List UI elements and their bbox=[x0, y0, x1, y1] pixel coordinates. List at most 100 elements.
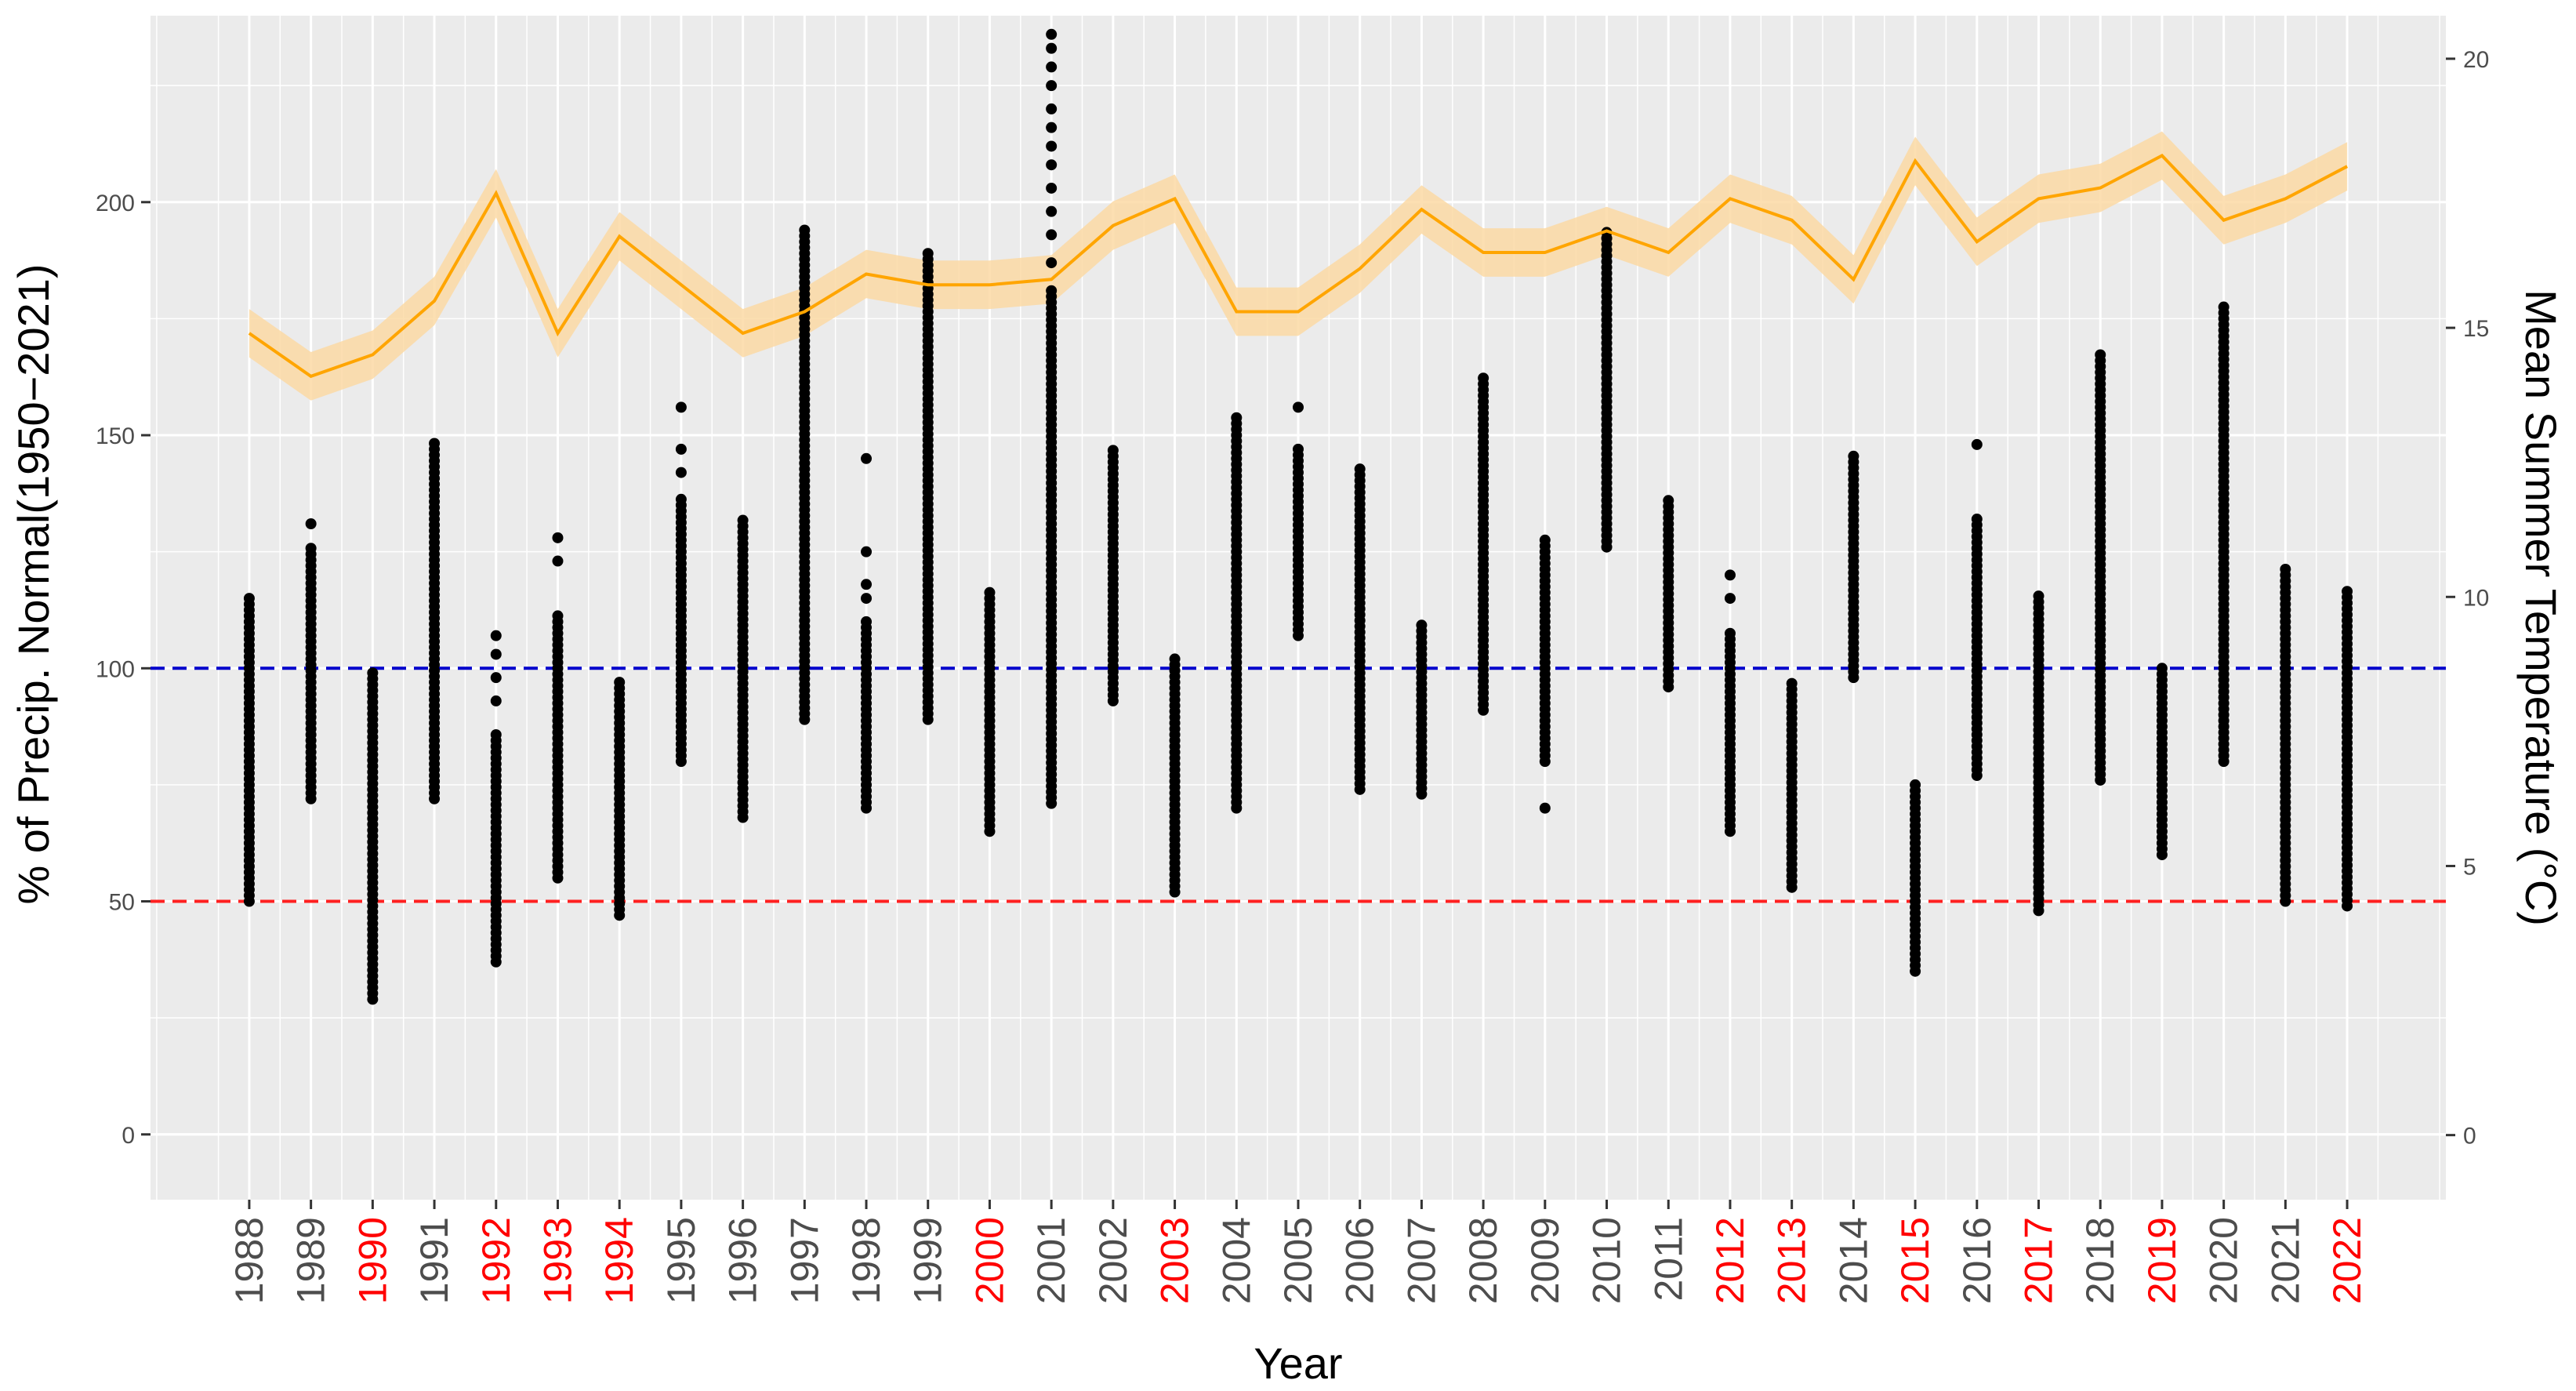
x-tick-label: 2009 bbox=[1523, 1217, 1567, 1304]
precip-point bbox=[1046, 257, 1058, 269]
x-tick-label: 1995 bbox=[659, 1217, 703, 1304]
reference-lines bbox=[151, 666, 2446, 903]
x-tick-label: 2007 bbox=[1399, 1217, 1443, 1304]
precip-point bbox=[490, 630, 502, 641]
precip-points-2012 bbox=[1724, 569, 1736, 837]
precip-point bbox=[2033, 590, 2044, 602]
y2-tick-label: 5 bbox=[2463, 854, 2476, 880]
precip-point bbox=[1724, 627, 1736, 639]
precip-point bbox=[1910, 779, 1921, 790]
precip-point bbox=[737, 514, 749, 526]
precip-point bbox=[305, 518, 317, 529]
x-tick-label: 2006 bbox=[1338, 1217, 1382, 1304]
precip-point bbox=[861, 452, 873, 464]
precip-point bbox=[552, 610, 564, 622]
precip-point bbox=[552, 532, 564, 543]
precip-points-2004 bbox=[1231, 412, 1243, 814]
x-tick-label: 1996 bbox=[721, 1217, 765, 1304]
precip-point bbox=[675, 443, 687, 455]
x-tick-label: 1997 bbox=[782, 1217, 826, 1304]
precip-point bbox=[1046, 61, 1058, 73]
x-tick-label: 1988 bbox=[227, 1217, 271, 1304]
precip-points-2015 bbox=[1910, 779, 1921, 977]
precip-point bbox=[1169, 653, 1181, 665]
precip-point bbox=[1046, 28, 1058, 40]
precip-points-1996 bbox=[737, 514, 749, 823]
precip-points-1993 bbox=[552, 532, 564, 884]
precip-points-1998 bbox=[861, 452, 873, 814]
precip-point bbox=[1046, 103, 1058, 114]
x-tick-label: 2014 bbox=[1831, 1217, 1875, 1304]
precip-point bbox=[799, 224, 811, 236]
x-tick-label: 2021 bbox=[2263, 1217, 2307, 1304]
y-tick-label: 100 bbox=[96, 656, 135, 682]
precip-point bbox=[490, 648, 502, 660]
x-tick-label-drought: 2013 bbox=[1770, 1217, 1814, 1304]
precip-point bbox=[1046, 229, 1058, 241]
precip-point bbox=[675, 493, 687, 505]
temperature-band-group bbox=[249, 131, 2348, 401]
precip-points-2018 bbox=[2095, 349, 2106, 786]
precip-point bbox=[2156, 663, 2168, 674]
precip-points-2022 bbox=[2342, 586, 2353, 912]
precip-point bbox=[490, 728, 502, 740]
precip-point bbox=[1046, 140, 1058, 152]
precip-point bbox=[861, 579, 873, 590]
x-tick-label: 2010 bbox=[1585, 1217, 1629, 1304]
precip-point bbox=[1046, 80, 1058, 92]
precip-points-1999 bbox=[922, 248, 934, 725]
x-axis: 1988 1989 1990 1991 1992 1993 1994 1995 1996 1997… bbox=[227, 1200, 2369, 1304]
precip-points-2001 bbox=[1046, 28, 1058, 809]
x-tick-label: 1998 bbox=[844, 1217, 888, 1304]
precip-point bbox=[1107, 445, 1119, 456]
temperature-line-group bbox=[248, 154, 2349, 379]
precip-points-1989 bbox=[305, 518, 317, 804]
precip-points-2008 bbox=[1478, 372, 1489, 716]
x-tick-label-drought: 2017 bbox=[2017, 1217, 2061, 1304]
precip-points-2002 bbox=[1107, 445, 1119, 706]
precip-points-1990 bbox=[367, 667, 379, 1005]
precip-points-2014 bbox=[1848, 450, 1859, 684]
precipitation-points bbox=[243, 28, 2353, 1005]
temperature-line bbox=[248, 154, 2349, 379]
precip-point bbox=[614, 677, 626, 688]
precip-point bbox=[429, 438, 441, 449]
precip-point bbox=[1663, 495, 1674, 507]
precip-points-2005 bbox=[1293, 401, 1304, 641]
y2-tick-label: 0 bbox=[2463, 1124, 2476, 1149]
precip-points-1992 bbox=[490, 630, 502, 968]
precip-points-1994 bbox=[614, 677, 626, 921]
x-tick-label: 2011 bbox=[1646, 1217, 1690, 1302]
precip-points-2010 bbox=[1601, 227, 1613, 553]
precip-point bbox=[243, 593, 255, 605]
precip-point bbox=[861, 546, 873, 557]
precip-point bbox=[1539, 802, 1551, 814]
x-tick-label: 2004 bbox=[1214, 1217, 1258, 1304]
precip-point bbox=[490, 695, 502, 706]
y-tick-label: 150 bbox=[96, 423, 135, 449]
x-tick-label-drought: 1992 bbox=[474, 1217, 518, 1304]
precip-point bbox=[1416, 619, 1428, 631]
precip-point bbox=[1478, 372, 1489, 384]
precip-points-2000 bbox=[984, 587, 996, 837]
x-tick-label: 2020 bbox=[2202, 1217, 2246, 1304]
precip-point bbox=[1971, 438, 1983, 450]
precip-points-2020 bbox=[2218, 301, 2230, 768]
precip-point bbox=[490, 672, 502, 684]
precip-point bbox=[1046, 42, 1058, 54]
precip-points-1995 bbox=[675, 401, 687, 768]
precip-point bbox=[1848, 450, 1859, 462]
precip-point bbox=[984, 587, 996, 598]
precip-points-2016 bbox=[1971, 438, 1983, 782]
x-tick-label: 2005 bbox=[1276, 1217, 1320, 1304]
precip-point bbox=[675, 401, 687, 413]
precip-point bbox=[861, 616, 873, 627]
precip-point bbox=[1724, 569, 1736, 581]
precip-points-2003 bbox=[1169, 653, 1181, 898]
precip-point bbox=[552, 555, 564, 567]
x-tick-label-drought: 1994 bbox=[597, 1217, 641, 1304]
x-tick-label: 2016 bbox=[1955, 1217, 1999, 1304]
precip-point bbox=[2342, 586, 2353, 597]
temperature-confidence-band bbox=[249, 131, 2348, 401]
